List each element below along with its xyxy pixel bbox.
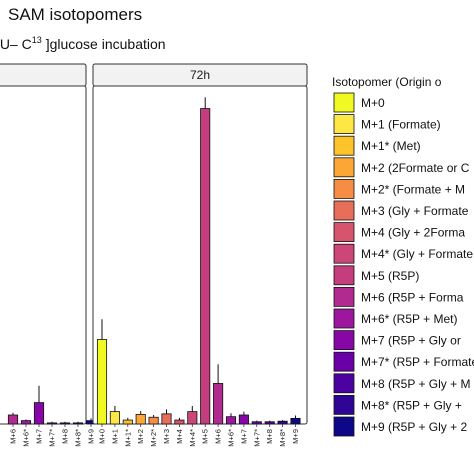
bar [46, 422, 58, 425]
subtitle-superscript: 13 [32, 35, 42, 45]
legend-entry: M+9 (R5P + Gly + 2 [361, 420, 467, 434]
legend-entry: M+4* (Gly + Formate [361, 247, 473, 261]
x-tick-label: M+9 [291, 429, 300, 444]
legend-swatch [333, 265, 355, 286]
bar [135, 414, 146, 425]
legend-entry: M+8 (R5P + Gly + M [361, 377, 470, 391]
x-tick-label: M+8 [61, 429, 70, 444]
x-tick-label: M+5 [201, 429, 210, 444]
x-tick-label: M+3 [162, 429, 171, 444]
bar [161, 413, 172, 425]
legend-swatch [333, 351, 355, 372]
x-tick-label: M+1 [110, 429, 119, 444]
bar [174, 419, 185, 425]
legend-entry: M+5 (R5P) [361, 269, 419, 283]
subtitle-suffix: ]glucose incubation [42, 36, 166, 52]
x-tick-label: M+8 [265, 429, 274, 444]
x-tick-label: M+8* [278, 429, 287, 447]
x-tick-label: M+9 [87, 429, 96, 444]
bar [72, 422, 84, 425]
legend-swatch [333, 222, 355, 243]
bar [59, 422, 71, 425]
subtitle-prefix: [U– C [0, 36, 32, 52]
legend-swatch [333, 114, 355, 134]
legend-entry: M+2* (Formate + M [361, 182, 465, 196]
x-tick-label: M+2* [149, 429, 158, 447]
bar [33, 402, 45, 425]
legend-entry: M+8* (R5P + Gly + [361, 398, 462, 412]
legend-title: Isotopomer (Origin o [332, 75, 442, 89]
legend-swatch [333, 330, 355, 351]
legend-entry: M+1* (Met) [361, 139, 421, 153]
x-tick-label: M+4* [188, 429, 197, 447]
facet-panel-left: M+6 M+6* M+7 M+7* M+8 M+8* M+9 [0, 63, 97, 447]
x-tick-label: M+0 [98, 429, 107, 444]
legend-swatch [333, 135, 355, 156]
chart-title: SAM isotopomers [8, 5, 142, 24]
facet-panel-border [92, 85, 308, 425]
legend-swatch [333, 200, 355, 221]
bar [96, 339, 108, 425]
facet-panel-border [0, 85, 87, 425]
legend-entry: M+1 (Formate) [361, 118, 441, 132]
legend-swatch [333, 394, 355, 415]
legend-entry: M+3 (Gly + Formate [361, 204, 469, 218]
legend-swatch [333, 178, 355, 199]
legend-entry: M+7 (R5P + Gly or [361, 334, 461, 348]
legend-swatch [333, 243, 355, 264]
x-tick-label: M+8* [74, 429, 83, 447]
legend-entry: M+0 [361, 96, 385, 110]
x-tick-label: M+6 [214, 429, 223, 444]
legend-swatch [333, 286, 355, 307]
legend-swatch [333, 308, 355, 329]
legend-entry: M+6 (R5P + Forma [361, 290, 464, 304]
legend-entry: M+4 (Gly + 2Forma [361, 226, 465, 240]
x-tick-label: M+6* [227, 429, 236, 447]
legend-entry: M+7* (R5P + Formate [361, 355, 474, 369]
bar [225, 416, 237, 425]
bar [20, 420, 32, 425]
bar [290, 417, 301, 425]
legend-entry: M+6* (R5P + Met) [361, 312, 457, 326]
legend-entry: M+2 (2Formate or C [361, 161, 470, 175]
bar [251, 421, 262, 425]
legend-swatch [333, 373, 355, 394]
x-tick-label: M+1* [123, 429, 132, 447]
bar [109, 411, 120, 425]
bar [7, 414, 19, 425]
x-tick-label: M+6* [22, 429, 31, 447]
x-tick-label: M+7* [48, 429, 57, 447]
x-tick-label: M+6 [9, 429, 18, 444]
bar [122, 419, 133, 425]
legend: Isotopomer (Origin o M+0 M+1 (Formate) M+1… [332, 75, 474, 437]
bar [200, 108, 211, 425]
x-tick-label: M+7* [252, 429, 261, 447]
legend-swatch [333, 416, 355, 437]
x-tick-label: M+4 [175, 429, 184, 444]
facet-panel-72h: 72h M+0 M+1 M+1* M+2 M+2* M+3 M+4 M+4* M+5 M+6 M+6*… [92, 63, 308, 447]
bar [264, 421, 275, 425]
facet-strip-label: 72h [190, 68, 210, 82]
chart-subtitle: [U– C13 ]glucose incubation [0, 35, 166, 52]
bar [277, 420, 288, 425]
bar [148, 416, 159, 425]
x-tick-label: M+2 [136, 429, 145, 444]
bar [213, 383, 224, 425]
legend-swatch [333, 92, 355, 113]
bar [238, 414, 249, 425]
x-tick-label: M+7 [239, 429, 248, 444]
facet-strip [0, 63, 87, 87]
legend-swatch [333, 157, 355, 178]
bar [187, 411, 198, 425]
x-tick-label: M+7 [35, 429, 44, 444]
